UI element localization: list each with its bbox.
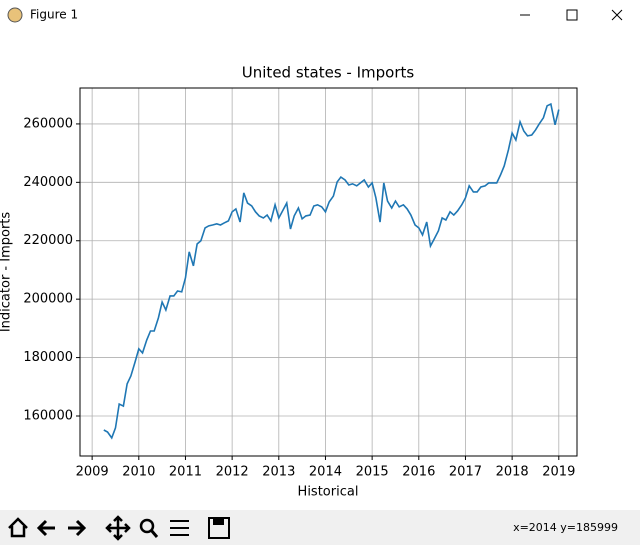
x-tick-label: 2009	[76, 465, 109, 480]
y-tick-label: 260000	[23, 116, 73, 131]
status-text: x=2014 y=185999	[513, 521, 618, 534]
x-tick-label: 2013	[262, 465, 295, 480]
chart-title: United states - Imports	[242, 64, 415, 82]
save-button[interactable]	[208, 517, 230, 539]
x-tick-label: 2017	[449, 465, 482, 480]
zoom-button[interactable]	[139, 518, 159, 538]
y-tick-label: 220000	[23, 233, 73, 248]
x-tick-label: 2019	[542, 465, 575, 480]
x-tick-label: 2018	[496, 465, 529, 480]
x-tick-label: 2012	[216, 465, 249, 480]
maximize-button[interactable]	[566, 9, 578, 21]
back-button[interactable]	[36, 519, 55, 537]
data-line	[103, 102, 560, 440]
configure-button[interactable]	[170, 520, 189, 536]
y-tick-label: 240000	[23, 175, 73, 190]
forward-button[interactable]	[68, 519, 87, 537]
y-axis-label: Indicator - Imports	[0, 212, 14, 333]
window-title: Figure 1	[30, 8, 78, 22]
x-tick-label: 2015	[356, 465, 389, 480]
app-icon	[7, 7, 23, 23]
x-axis-label: Historical	[298, 485, 359, 500]
x-tick-label: 2014	[309, 465, 342, 480]
y-tick-label: 160000	[23, 408, 73, 423]
x-tick-label: 2016	[402, 465, 435, 480]
x-tick-label: 2011	[169, 465, 202, 480]
home-button[interactable]	[8, 517, 28, 538]
plot-frame	[79, 87, 578, 457]
close-button[interactable]	[611, 9, 623, 21]
y-tick-label: 180000	[23, 350, 73, 365]
pan-button[interactable]	[105, 515, 131, 541]
title-bar	[0, 0, 640, 30]
y-tick-label: 200000	[23, 292, 73, 307]
x-tick-label: 2010	[122, 465, 155, 480]
